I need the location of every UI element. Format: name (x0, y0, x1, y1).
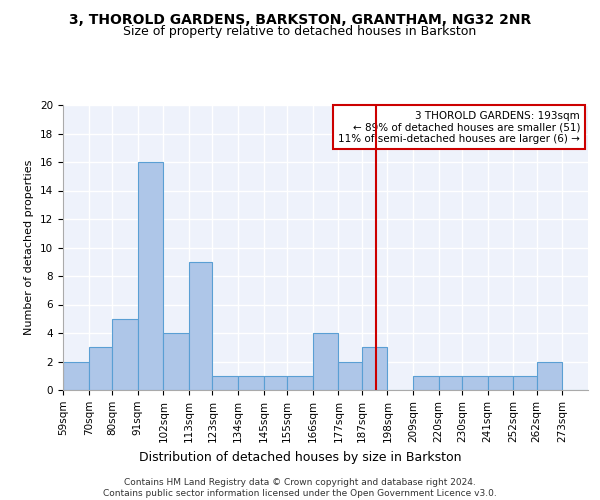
Bar (63, 362, 89, 390)
Bar (536, 362, 562, 390)
Bar (263, 376, 287, 390)
Bar (362, 347, 388, 390)
Bar (514, 376, 536, 390)
Bar (287, 376, 313, 390)
Bar (89, 347, 112, 390)
Bar (137, 162, 163, 390)
Bar (212, 376, 238, 390)
Bar (488, 376, 514, 390)
Text: Contains HM Land Registry data © Crown copyright and database right 2024.
Contai: Contains HM Land Registry data © Crown c… (103, 478, 497, 498)
Text: Size of property relative to detached houses in Barkston: Size of property relative to detached ho… (124, 25, 476, 38)
Bar (313, 333, 338, 390)
Bar (238, 376, 263, 390)
Y-axis label: Number of detached properties: Number of detached properties (25, 160, 34, 335)
Bar (338, 362, 362, 390)
Bar (413, 376, 439, 390)
Bar (189, 262, 212, 390)
Text: Distribution of detached houses by size in Barkston: Distribution of detached houses by size … (139, 451, 461, 464)
Bar (163, 333, 189, 390)
Bar (439, 376, 462, 390)
Bar (462, 376, 488, 390)
Text: 3, THOROLD GARDENS, BARKSTON, GRANTHAM, NG32 2NR: 3, THOROLD GARDENS, BARKSTON, GRANTHAM, … (69, 12, 531, 26)
Bar (112, 319, 137, 390)
Text: 3 THOROLD GARDENS: 193sqm
← 89% of detached houses are smaller (51)
11% of semi-: 3 THOROLD GARDENS: 193sqm ← 89% of detac… (338, 110, 580, 144)
